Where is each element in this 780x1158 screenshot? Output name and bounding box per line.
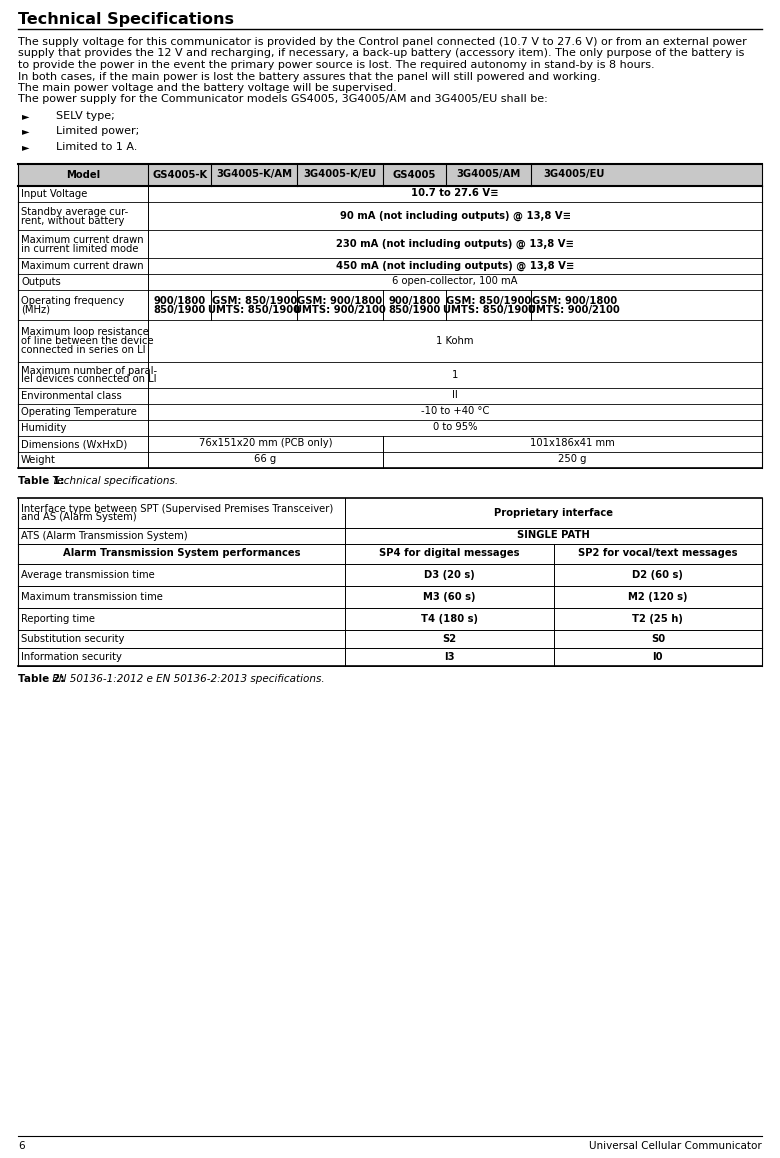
Text: UMTS: 850/1900: UMTS: 850/1900 — [208, 305, 300, 315]
Text: In both cases, if the main power is lost the battery assures that the panel will: In both cases, if the main power is lost… — [18, 72, 601, 81]
Text: Maximum transmission time: Maximum transmission time — [21, 592, 163, 602]
Text: D3 (20 s): D3 (20 s) — [424, 570, 475, 579]
Text: 76x151x20 mm (PCB only): 76x151x20 mm (PCB only) — [199, 439, 332, 448]
Text: GS4005-K: GS4005-K — [152, 169, 207, 179]
Text: M2 (120 s): M2 (120 s) — [628, 592, 688, 601]
Text: Limited to 1 A.: Limited to 1 A. — [56, 142, 137, 152]
Text: Model: Model — [66, 169, 100, 179]
Text: The power supply for the Communicator models GS4005, 3G4005/AM and 3G4005/EU sha: The power supply for the Communicator mo… — [18, 95, 548, 104]
Text: 1 Kohm: 1 Kohm — [436, 336, 473, 345]
Text: GS4005: GS4005 — [392, 169, 436, 179]
Text: Outputs: Outputs — [21, 277, 61, 287]
Text: EN 50136-1:2012 e EN 50136-2:2013 specifications.: EN 50136-1:2012 e EN 50136-2:2013 specif… — [49, 674, 324, 683]
Text: 3G4005-K/AM: 3G4005-K/AM — [216, 169, 292, 179]
Text: SP2 for vocal/text messages: SP2 for vocal/text messages — [578, 549, 738, 558]
Text: GSM: 850/1900: GSM: 850/1900 — [211, 295, 297, 306]
Text: 6 open-collector, 100 mA: 6 open-collector, 100 mA — [392, 277, 518, 286]
Text: Universal Cellular Communicator: Universal Cellular Communicator — [589, 1141, 762, 1151]
Text: GSM: 900/1800: GSM: 900/1800 — [297, 295, 382, 306]
Text: Information security: Information security — [21, 652, 122, 662]
Text: M3 (60 s): M3 (60 s) — [424, 592, 476, 601]
Text: ATS (Alarm Transmission System): ATS (Alarm Transmission System) — [21, 532, 188, 541]
Text: (MHz): (MHz) — [21, 305, 50, 315]
Text: T4 (180 s): T4 (180 s) — [421, 614, 478, 623]
Text: SELV type;: SELV type; — [56, 111, 115, 120]
Text: to provide the power in the event the primary power source is lost. The required: to provide the power in the event the pr… — [18, 60, 654, 69]
Text: S0: S0 — [651, 633, 665, 644]
Text: Operating Temperature: Operating Temperature — [21, 408, 136, 417]
Text: 10.7 to 27.6 V≡: 10.7 to 27.6 V≡ — [411, 189, 499, 198]
Text: 850/1900: 850/1900 — [388, 305, 440, 315]
Text: Reporting time: Reporting time — [21, 614, 95, 624]
Text: -10 to +40 °C: -10 to +40 °C — [421, 406, 489, 417]
Text: rent, without battery: rent, without battery — [21, 215, 124, 226]
Text: 66 g: 66 g — [254, 454, 276, 464]
Text: Maximum current drawn: Maximum current drawn — [21, 262, 144, 271]
Text: Humidity: Humidity — [21, 423, 66, 433]
Text: II: II — [452, 390, 458, 401]
Text: 90 mA (not including outputs) @ 13,8 V≡: 90 mA (not including outputs) @ 13,8 V≡ — [339, 211, 571, 221]
Bar — [18, 163, 762, 185]
Text: of line between the device: of line between the device — [21, 336, 154, 346]
Text: Interface type between SPT (Supervised Premises Transceiver): Interface type between SPT (Supervised P… — [21, 504, 333, 514]
Text: Weight: Weight — [21, 455, 56, 466]
Text: 101x186x41 mm: 101x186x41 mm — [530, 439, 615, 448]
Text: Maximum number of paral-: Maximum number of paral- — [21, 366, 157, 376]
Text: UMTS: 900/2100: UMTS: 900/2100 — [294, 305, 385, 315]
Text: Table 2:: Table 2: — [18, 674, 64, 683]
Text: GSM: 900/1800: GSM: 900/1800 — [532, 295, 617, 306]
Text: 1: 1 — [452, 369, 459, 380]
Text: 3G4005/EU: 3G4005/EU — [544, 169, 604, 179]
Text: connected in series on LI: connected in series on LI — [21, 345, 146, 354]
Text: Maximum current drawn: Maximum current drawn — [21, 235, 144, 244]
Text: SP4 for digital messages: SP4 for digital messages — [379, 549, 519, 558]
Text: I0: I0 — [653, 652, 663, 661]
Text: ►: ► — [22, 126, 30, 137]
Text: Average transmission time: Average transmission time — [21, 570, 154, 580]
Text: 900/1800: 900/1800 — [154, 295, 206, 306]
Text: 900/1800: 900/1800 — [388, 295, 440, 306]
Text: lel devices connected on LI: lel devices connected on LI — [21, 374, 157, 384]
Text: Environmental class: Environmental class — [21, 391, 122, 401]
Text: Alarm Transmission System performances: Alarm Transmission System performances — [63, 549, 300, 558]
Text: S2: S2 — [442, 633, 456, 644]
Text: in current limited mode: in current limited mode — [21, 243, 139, 254]
Text: Proprietary interface: Proprietary interface — [495, 507, 613, 518]
Text: 850/1900: 850/1900 — [154, 305, 206, 315]
Text: ►: ► — [22, 111, 30, 120]
Text: SINGLE PATH: SINGLE PATH — [517, 530, 590, 541]
Text: UMTS: 900/2100: UMTS: 900/2100 — [528, 305, 620, 315]
Text: The main power voltage and the battery voltage will be supervised.: The main power voltage and the battery v… — [18, 83, 397, 93]
Text: Substitution security: Substitution security — [21, 635, 124, 644]
Text: Technical specifications.: Technical specifications. — [49, 476, 179, 485]
Text: Limited power;: Limited power; — [56, 126, 140, 137]
Text: Maximum loop resistance: Maximum loop resistance — [21, 328, 149, 337]
Text: 230 mA (not including outputs) @ 13,8 V≡: 230 mA (not including outputs) @ 13,8 V≡ — [336, 239, 574, 249]
Text: UMTS: 850/1900: UMTS: 850/1900 — [442, 305, 534, 315]
Text: Table 1:: Table 1: — [18, 476, 64, 485]
Text: ►: ► — [22, 142, 30, 152]
Text: 6: 6 — [18, 1141, 25, 1151]
Text: 250 g: 250 g — [558, 454, 587, 464]
Text: Input Voltage: Input Voltage — [21, 189, 87, 199]
Text: T2 (25 h): T2 (25 h) — [633, 614, 683, 623]
Text: Operating frequency: Operating frequency — [21, 295, 124, 306]
Text: 3G4005-K/EU: 3G4005-K/EU — [303, 169, 376, 179]
Text: and AS (Alarm System): and AS (Alarm System) — [21, 513, 136, 522]
Text: D2 (60 s): D2 (60 s) — [633, 570, 683, 579]
Text: GSM: 850/1900: GSM: 850/1900 — [446, 295, 531, 306]
Text: Dimensions (WxHxD): Dimensions (WxHxD) — [21, 439, 127, 449]
Text: 0 to 95%: 0 to 95% — [433, 423, 477, 432]
Text: The supply voltage for this communicator is provided by the Control panel connec: The supply voltage for this communicator… — [18, 37, 746, 47]
Text: Standby average cur-: Standby average cur- — [21, 207, 128, 217]
Text: Technical Specifications: Technical Specifications — [18, 12, 234, 27]
Text: 3G4005/AM: 3G4005/AM — [456, 169, 521, 179]
Text: 450 mA (not including outputs) @ 13,8 V≡: 450 mA (not including outputs) @ 13,8 V≡ — [336, 261, 574, 271]
Text: supply that provides the 12 V and recharging, if necessary, a back-up battery (a: supply that provides the 12 V and rechar… — [18, 49, 744, 59]
Text: I3: I3 — [445, 652, 455, 661]
